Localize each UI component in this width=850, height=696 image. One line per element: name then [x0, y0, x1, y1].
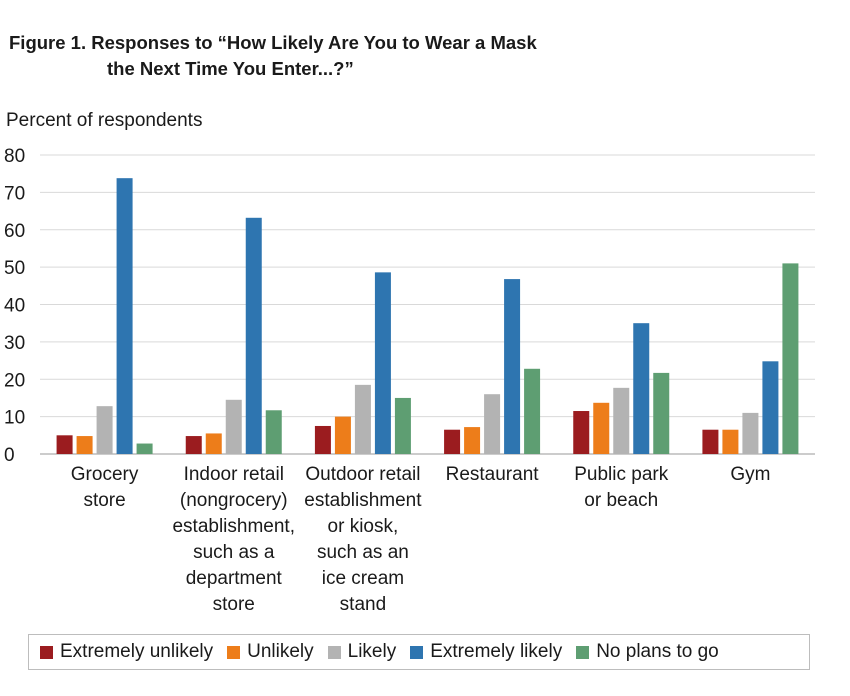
x-category-label: Public park — [574, 464, 668, 485]
y-tick-label: 70 — [4, 183, 25, 204]
x-category-label: Indoor retail — [184, 464, 284, 485]
bar-no-plans-to-go — [524, 368, 541, 454]
legend-label: Extremely likely — [430, 641, 563, 662]
bar-unlikely — [334, 416, 351, 454]
bar-extremely-unlikely — [56, 435, 73, 454]
x-category-label: or beach — [584, 490, 658, 511]
bar-extremely-likely — [374, 272, 391, 454]
bar-unlikely — [722, 429, 739, 454]
y-tick-label: 50 — [4, 258, 25, 279]
bar-extremely-unlikely — [573, 411, 590, 454]
x-category-label: Grocery — [71, 464, 139, 485]
x-category-label: ice cream — [322, 568, 404, 589]
y-tick-label: 80 — [4, 146, 25, 167]
bar-extremely-likely — [633, 323, 650, 454]
bar-unlikely — [76, 436, 93, 454]
bar-extremely-unlikely — [444, 429, 461, 454]
x-category-label: establishment — [304, 490, 422, 511]
x-category-label: establishment, — [172, 516, 295, 537]
bar-likely — [742, 412, 759, 454]
bar-likely — [225, 399, 242, 454]
bar-likely — [484, 394, 501, 454]
bar-likely — [613, 387, 630, 454]
bar-no-plans-to-go — [136, 443, 153, 454]
figure-title: Figure 1. Responses to “How Likely Are Y… — [9, 30, 537, 82]
bar-extremely-likely — [116, 178, 133, 455]
legend-swatch — [327, 645, 341, 659]
x-category-label: (nongrocery) — [180, 490, 288, 511]
legend-item: Unlikely — [227, 641, 314, 663]
figure-title-line-1: Figure 1. Responses to “How Likely Are Y… — [9, 32, 537, 53]
bar-no-plans-to-go — [782, 263, 799, 454]
legend-label: Likely — [347, 641, 397, 662]
y-tick-label: 30 — [4, 333, 25, 354]
bar-chart: Percent of respondents 0 10 20 30 40 50 60 70 80 G… — [4, 110, 815, 615]
bar-extremely-likely — [245, 217, 262, 454]
bar-unlikely — [464, 427, 481, 454]
legend-item: Likely — [327, 641, 397, 663]
legend-label: No plans to go — [596, 641, 719, 662]
legend-item: No plans to go — [576, 641, 719, 663]
bar-extremely-unlikely — [702, 429, 719, 454]
legend-label: Unlikely — [247, 641, 314, 662]
x-category-label: such as an — [317, 542, 409, 563]
legend-swatch — [40, 645, 53, 659]
bar-unlikely — [205, 433, 222, 454]
x-category-label: Outdoor retail — [305, 464, 420, 485]
legend-swatch — [576, 645, 590, 659]
bar-unlikely — [593, 402, 610, 454]
x-category-label: Restaurant — [446, 464, 540, 485]
figure-title-line-2: the Next Time You Enter...?” — [107, 58, 354, 79]
bar-extremely-unlikely — [185, 436, 202, 454]
x-category-label: store — [213, 594, 255, 615]
legend-item: Extremely unlikely — [40, 641, 213, 663]
y-tick-label: 20 — [4, 370, 25, 391]
bar-extremely-likely — [504, 279, 521, 454]
bar-no-plans-to-go — [394, 397, 411, 454]
bar-no-plans-to-go — [653, 372, 670, 454]
legend-item: Extremely likely — [410, 641, 562, 663]
x-category-label: department — [186, 568, 283, 589]
x-category-label: such as a — [193, 542, 275, 563]
y-tick-label: 10 — [4, 408, 25, 429]
legend-swatch — [410, 645, 424, 659]
legend-swatch — [227, 645, 241, 659]
bar-extremely-unlikely — [314, 425, 331, 454]
x-category-label: Gym — [730, 464, 770, 485]
x-category-label: stand — [340, 594, 386, 615]
y-axis-label: Percent of respondents — [6, 110, 202, 131]
bar-likely — [96, 406, 113, 454]
legend-label: Extremely unlikely — [60, 641, 214, 662]
bar-extremely-likely — [762, 361, 779, 454]
y-tick-label: 0 — [4, 445, 15, 466]
x-category-label: store — [83, 490, 125, 511]
bar-no-plans-to-go — [265, 410, 282, 454]
x-category-label: or kiosk, — [328, 516, 399, 537]
y-tick-label: 60 — [4, 221, 25, 242]
y-tick-label: 40 — [4, 296, 25, 317]
bar-likely — [354, 384, 371, 454]
chart-legend: Extremely unlikely Unlikely Likely Extremel… — [28, 634, 810, 670]
